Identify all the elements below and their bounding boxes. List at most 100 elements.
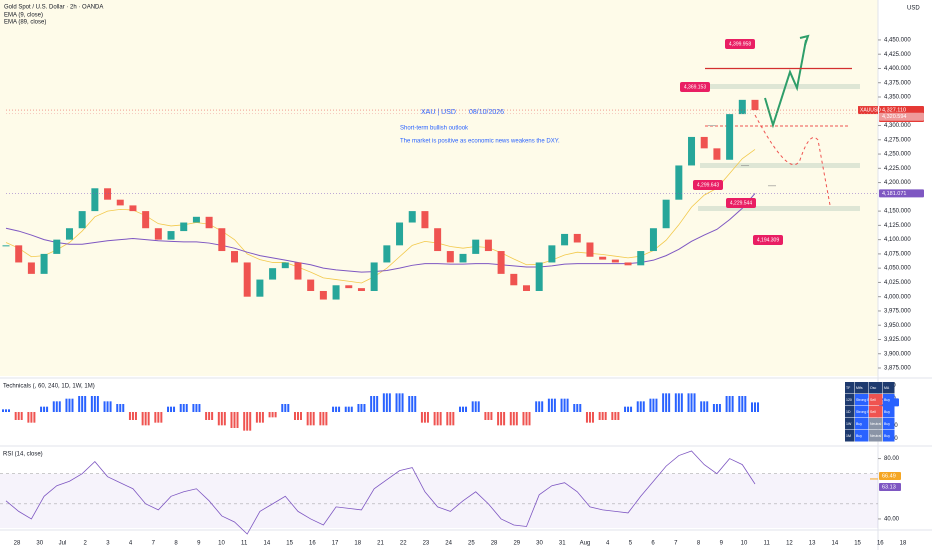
candle — [700, 136, 708, 149]
x-tick-label: 14 — [832, 541, 839, 547]
tech-bar — [436, 412, 439, 426]
table-text: 1M — [846, 434, 851, 438]
level-label: 4,399.958 — [729, 41, 751, 47]
x-tick-label: 31 — [559, 541, 566, 547]
tech-bar — [43, 406, 46, 412]
candle — [307, 279, 315, 291]
tech-bar — [477, 401, 480, 412]
last-value-tag — [879, 483, 901, 492]
level-box — [725, 39, 755, 49]
tech-bar — [668, 393, 671, 412]
x-tick-label: 28 — [491, 541, 498, 547]
tech-bar — [363, 404, 366, 412]
y-tick-label: 4,150.000 — [884, 209, 911, 215]
tech-bar — [500, 412, 503, 426]
tech-bar — [325, 412, 328, 426]
tech-bar — [122, 404, 125, 412]
tech-bar — [296, 412, 299, 420]
table-cell — [845, 394, 855, 406]
tech-bar — [81, 396, 84, 412]
x-tick-label: 14 — [264, 541, 271, 547]
tech-bar — [5, 409, 7, 412]
tech-bar — [17, 412, 20, 420]
candle — [586, 242, 594, 257]
tech-bar — [141, 412, 144, 426]
tech-bar — [712, 404, 715, 412]
tech-bar — [642, 401, 645, 412]
tech-bar — [71, 398, 74, 412]
tech-bar — [446, 412, 449, 426]
table-cell — [845, 382, 855, 394]
tech-bar — [192, 404, 195, 412]
table-cell — [869, 418, 883, 430]
table-text: TF — [846, 386, 850, 390]
tech-bar — [236, 412, 239, 428]
note: The market is positive as economic news … — [400, 139, 560, 145]
table-text: Buy — [884, 410, 890, 414]
candle — [497, 251, 505, 274]
candle — [319, 290, 327, 300]
y-tick-label: 4,000.000 — [884, 294, 911, 300]
rsi-line — [5, 450, 756, 535]
x-tick-label: 11 — [764, 541, 771, 547]
candle — [611, 259, 619, 263]
candle — [65, 228, 73, 240]
table-cell — [869, 406, 883, 418]
table-text: Buy — [884, 398, 890, 402]
tech-bar — [106, 401, 109, 412]
tech-bar — [90, 396, 93, 412]
tech-bar — [373, 396, 376, 412]
tech-bar — [401, 393, 404, 412]
x-tick-label: 2 — [83, 541, 87, 547]
ma-tag-text: 66.49 — [882, 473, 896, 479]
tech-bar — [179, 404, 182, 412]
table-text: 1W — [846, 422, 852, 426]
candle — [573, 233, 581, 243]
table-cell — [855, 418, 869, 430]
x-tick-label: 29 — [513, 541, 520, 547]
x-tick-label: 8 — [697, 541, 701, 547]
candle — [446, 251, 454, 263]
tech-bar — [170, 406, 173, 412]
tech-bar — [40, 406, 43, 412]
y-tick-label: 4,075.000 — [884, 251, 911, 257]
tech-bar — [287, 404, 290, 412]
tech-bar — [249, 412, 252, 431]
x-tick-label: 10 — [741, 541, 748, 547]
tech-bar — [725, 396, 728, 412]
x-tick-label: 4 — [129, 541, 133, 547]
rsi-band — [0, 473, 878, 528]
tech-bar — [655, 398, 658, 412]
tech-bar — [160, 412, 163, 423]
tech-bar — [560, 398, 563, 412]
table-text: Osc — [870, 386, 876, 390]
tech-bar — [33, 412, 36, 423]
tech-bar — [306, 412, 309, 426]
candle — [205, 216, 213, 229]
tech-bar — [344, 406, 347, 412]
tech-bar — [220, 412, 223, 426]
table-text: Mtfs — [856, 386, 863, 390]
tech-bar — [731, 396, 734, 412]
candle — [104, 188, 112, 200]
table-cell — [855, 394, 869, 406]
tech-bar — [58, 401, 61, 412]
table-cell — [845, 430, 855, 442]
zone — [705, 84, 860, 89]
zones — [698, 34, 860, 211]
currency: USD — [907, 6, 920, 12]
tech-bar — [535, 401, 538, 412]
candle — [688, 136, 696, 166]
candle — [180, 222, 188, 232]
y-tick-label: 3,975.000 — [884, 309, 911, 315]
candle — [472, 239, 480, 254]
table-text: Strong Buy — [856, 410, 874, 414]
table-text: Sell — [870, 410, 876, 414]
tech-bar — [525, 412, 528, 426]
x-tick-label: 3 — [106, 541, 110, 547]
tech-bar — [563, 398, 566, 412]
tech-bar — [103, 401, 106, 412]
candle — [662, 199, 670, 229]
tech-bar — [715, 404, 718, 412]
tech-bar — [261, 412, 264, 423]
